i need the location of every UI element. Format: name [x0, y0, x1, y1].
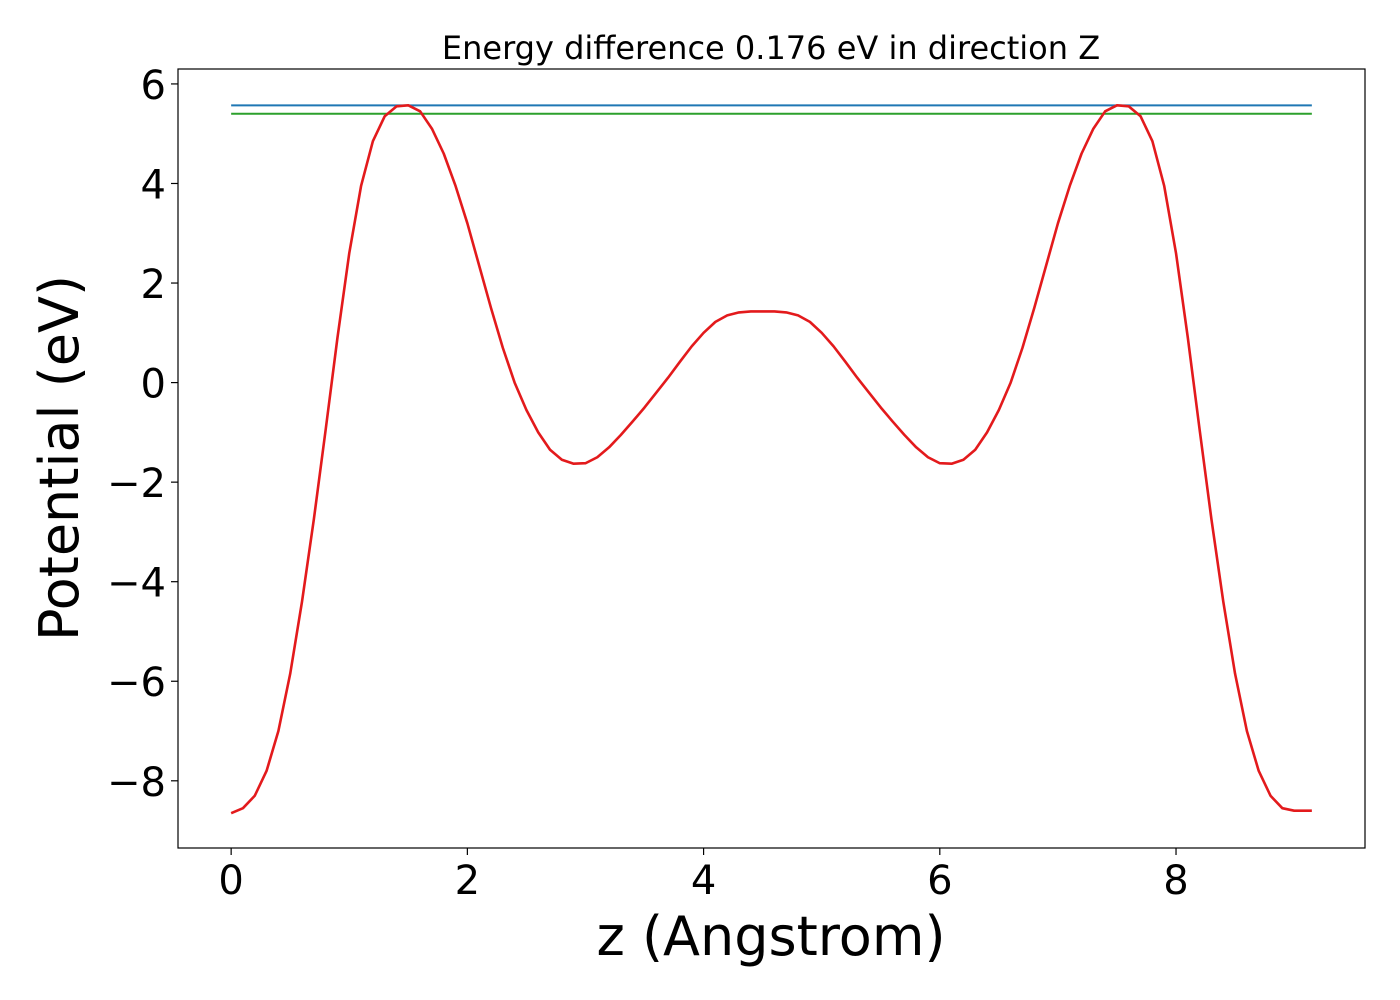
x-axis-label: z (Angstrom) — [596, 905, 945, 968]
x-tick-label: 6 — [927, 858, 952, 904]
plot-frame — [177, 68, 1366, 849]
y-tick-label: −8 — [107, 760, 166, 806]
x-tick-label: 4 — [691, 858, 716, 904]
chart-title: Energy difference 0.176 eV in direction … — [442, 29, 1100, 67]
plot-lines — [230, 104, 1312, 815]
y-tick-label: 4 — [141, 162, 166, 208]
x-axis-ticks: 0 2 4 6 8 — [218, 848, 1189, 904]
y-tick-label: −2 — [107, 461, 166, 507]
series-line-3 — [230, 104, 1312, 815]
y-axis-ticks: −8 −6 −4 −2 0 2 4 6 — [107, 63, 178, 806]
y-tick-label: 2 — [141, 262, 166, 308]
x-tick-label: 8 — [1163, 858, 1188, 904]
y-tick-label: −6 — [107, 660, 166, 706]
y-axis-label: Potential (eV) — [28, 275, 91, 641]
y-tick-label: 0 — [141, 362, 166, 408]
y-tick-label: −4 — [107, 561, 166, 607]
x-tick-label: 2 — [455, 858, 480, 904]
x-tick-label: 0 — [218, 858, 243, 904]
y-tick-label: 6 — [141, 63, 166, 109]
